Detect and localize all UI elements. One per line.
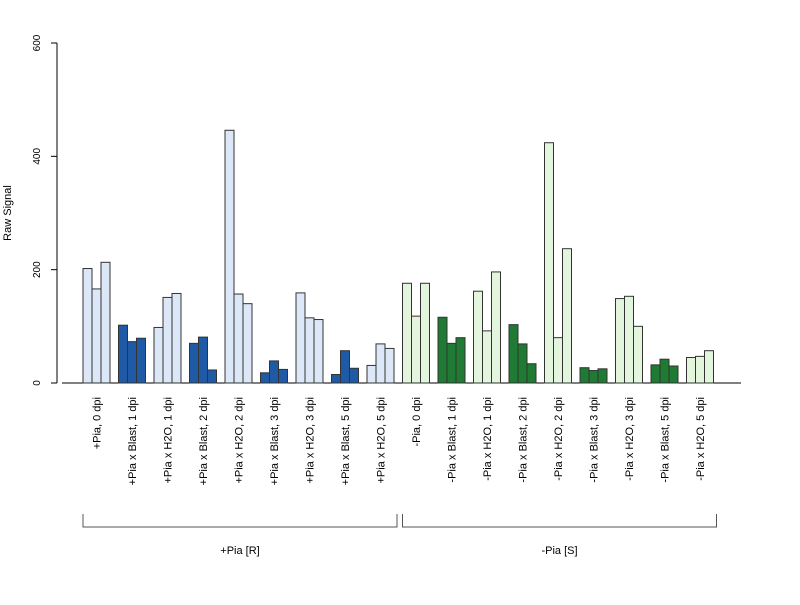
- x-tick-label: +Pia x H2O, 5 dpi: [376, 397, 388, 484]
- bar: [313, 319, 324, 384]
- bar: [340, 350, 350, 384]
- y-axis-title: Raw Signal: [2, 185, 14, 241]
- x-tick-label: -Pia, 0 dpi: [411, 397, 423, 447]
- bar: [686, 357, 696, 384]
- x-tick-label: +Pia x H2O, 1 dpi: [163, 397, 175, 484]
- bar: [411, 315, 421, 384]
- bar: [224, 129, 235, 384]
- bar: [624, 295, 634, 384]
- bar: [455, 337, 466, 384]
- bar: [704, 350, 714, 384]
- x-tick-label: +Pia x H2O, 2 dpi: [234, 397, 246, 484]
- bar: [579, 367, 590, 384]
- bar: [349, 367, 359, 384]
- bar: [260, 372, 270, 384]
- x-tick-label: -Pia x H2O, 3 dpi: [624, 397, 636, 481]
- bar: [82, 268, 93, 384]
- bar: [437, 316, 448, 384]
- bar: [171, 292, 182, 384]
- y-tick-label: 0: [32, 380, 43, 386]
- x-tick-label: +Pia x H2O, 3 dpi: [305, 397, 317, 484]
- bar: [695, 355, 705, 384]
- bar: [384, 347, 395, 384]
- bar: [659, 358, 670, 384]
- bar: [118, 324, 128, 384]
- x-tick-label: -Pia x H2O, 1 dpi: [482, 397, 494, 481]
- bar: [615, 298, 625, 384]
- bar: [242, 303, 253, 384]
- bar: [402, 282, 412, 384]
- bar: [526, 363, 537, 384]
- x-tick-label: +Pia x Blast, 2 dpi: [198, 397, 210, 485]
- x-axis-labels: +Pia, 0 dpi +Pia x Blast, 1 dpi +Pia x H2O…: [92, 397, 708, 485]
- bar: [553, 337, 563, 384]
- bar: [482, 330, 492, 384]
- x-tick-label: -Pia x Blast, 3 dpi: [589, 397, 601, 483]
- bar: [517, 343, 528, 384]
- bar: [304, 317, 315, 384]
- bar: [473, 290, 483, 384]
- y-tick-label: 200: [32, 261, 43, 278]
- bar: [91, 288, 102, 384]
- bars: [62, 129, 741, 384]
- bar: [162, 296, 173, 384]
- group-label: -Pia [S]: [541, 545, 577, 557]
- y-tick-label: 400: [32, 148, 43, 165]
- x-tick-label: -Pia x Blast, 1 dpi: [447, 397, 459, 483]
- bar: [153, 326, 164, 384]
- bar: [233, 293, 244, 384]
- bar: [588, 370, 599, 384]
- bar: [278, 368, 288, 384]
- bar: [207, 369, 217, 384]
- bar: [491, 271, 501, 384]
- bar: [446, 342, 457, 384]
- bar: [597, 368, 608, 384]
- x-tick-label: -Pia x Blast, 5 dpi: [660, 397, 672, 483]
- group-bracket: [82, 514, 398, 528]
- bar: [420, 282, 430, 384]
- y-tick-label: 600: [32, 34, 43, 51]
- bar: [136, 337, 146, 384]
- bar: [544, 142, 554, 384]
- bar: [100, 261, 111, 384]
- x-tick-label: +Pia x Blast, 3 dpi: [269, 397, 281, 485]
- bar: [668, 365, 679, 384]
- bar: [508, 324, 519, 384]
- bar: [127, 341, 137, 384]
- bar: [295, 292, 306, 384]
- x-tick-label: +Pia x Blast, 5 dpi: [340, 397, 352, 485]
- x-tick-label: -Pia x H2O, 5 dpi: [695, 397, 707, 481]
- group-label: +Pia [R]: [220, 545, 259, 557]
- bar: [650, 364, 661, 384]
- bar: [375, 343, 386, 384]
- bar: [269, 360, 279, 384]
- group-brackets: +Pia [R] -Pia [S]: [82, 514, 717, 557]
- x-tick-label: +Pia x Blast, 1 dpi: [127, 397, 139, 485]
- group-bracket: [402, 514, 717, 528]
- bar: [633, 325, 643, 384]
- bar: [366, 364, 377, 384]
- bar: [189, 342, 199, 384]
- x-tick-label: +Pia, 0 dpi: [92, 397, 104, 449]
- bar: [198, 336, 208, 384]
- bar: [331, 374, 341, 384]
- x-tick-label: -Pia x H2O, 2 dpi: [553, 397, 565, 481]
- x-tick-label: -Pia x Blast, 2 dpi: [518, 397, 530, 483]
- y-axis: 0 200 400 600: [32, 34, 58, 386]
- bar: [562, 248, 572, 384]
